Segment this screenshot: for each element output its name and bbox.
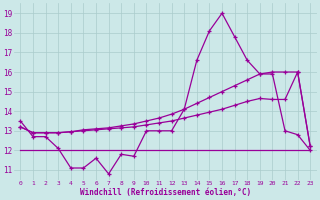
X-axis label: Windchill (Refroidissement éolien,°C): Windchill (Refroidissement éolien,°C) <box>80 188 251 197</box>
